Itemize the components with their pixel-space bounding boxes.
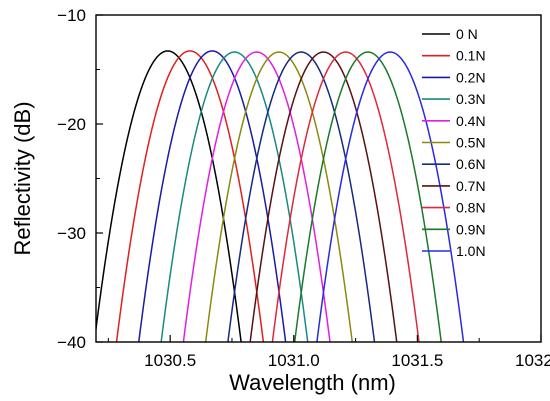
legend-label-0: 0 N bbox=[456, 26, 478, 42]
y-axis-title: Reflectivity (dB) bbox=[10, 101, 35, 255]
series-line-0 bbox=[96, 50, 242, 342]
legend-label-3: 0.3N bbox=[456, 91, 486, 107]
x-axis-title: Wavelength (nm) bbox=[229, 370, 396, 395]
series-line-9 bbox=[293, 51, 442, 342]
series-line-1 bbox=[115, 50, 265, 342]
series-line-8 bbox=[271, 51, 420, 342]
legend-label-7: 0.7N bbox=[456, 178, 486, 194]
series-line-2 bbox=[138, 50, 287, 342]
legend-label-8: 0.8N bbox=[456, 200, 486, 216]
x-tick-label-3: 1032.0 bbox=[515, 351, 550, 370]
series-line-3 bbox=[160, 51, 309, 342]
x-tick-label-0: 1030.5 bbox=[144, 351, 196, 370]
legend-label-5: 0.5N bbox=[456, 135, 486, 151]
y-tick-label-0: −40 bbox=[57, 333, 86, 352]
legend-label-1: 0.1N bbox=[456, 48, 486, 64]
y-axis: −40 −30 −20 −10 bbox=[57, 6, 103, 352]
legend: 0 N 0.1N 0.2N 0.3N 0.4N 0.5N 0.6N 0.7N 0.8N 0.9N 1… bbox=[422, 26, 486, 259]
series-line-6 bbox=[227, 51, 376, 342]
legend-label-6: 0.6N bbox=[456, 156, 486, 172]
y-tick-label-2: −20 bbox=[57, 115, 86, 134]
legend-label-2: 0.2N bbox=[456, 69, 486, 85]
x-axis: 1030.5 1031.0 1031.5 1032.0 bbox=[107, 335, 550, 370]
plot-lines bbox=[96, 50, 465, 342]
series-line-10 bbox=[316, 51, 465, 342]
legend-label-9: 0.9N bbox=[456, 221, 486, 237]
legend-label-4: 0.4N bbox=[456, 113, 486, 129]
series-line-7 bbox=[249, 51, 398, 342]
y-tick-label-1: −30 bbox=[57, 224, 86, 243]
legend-label-10: 1.0N bbox=[456, 243, 486, 259]
x-tick-label-1: 1031.0 bbox=[268, 351, 320, 370]
x-tick-label-2: 1031.5 bbox=[391, 351, 443, 370]
y-tick-label-3: −10 bbox=[57, 6, 86, 25]
series-line-5 bbox=[204, 51, 353, 342]
series-line-4 bbox=[182, 51, 331, 342]
